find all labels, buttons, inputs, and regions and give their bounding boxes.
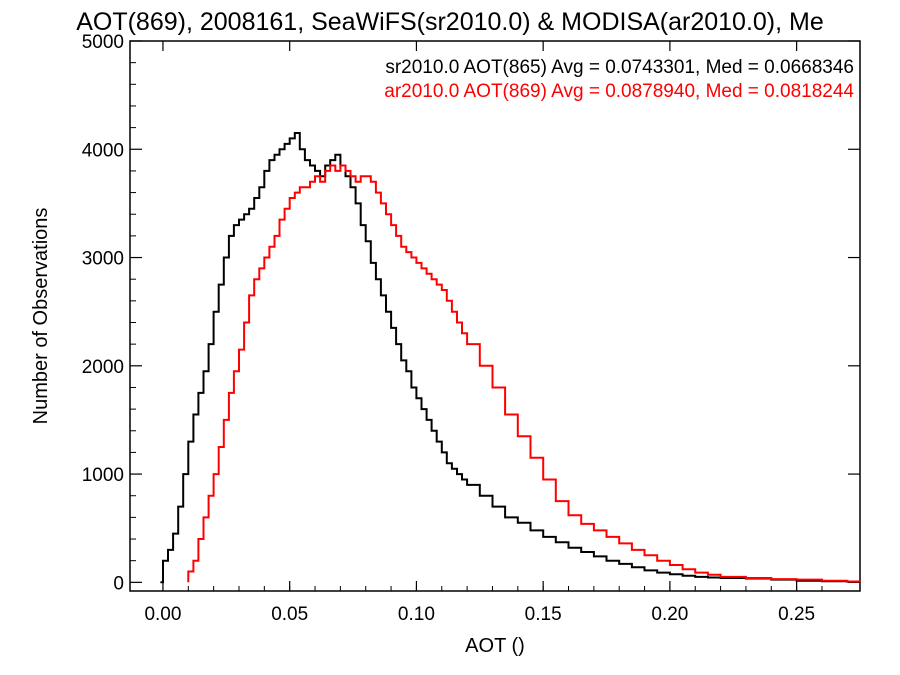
x-tick-label: 0.10	[398, 604, 435, 625]
y-axis: 0 1000 2000 3000 4000 5000	[82, 32, 860, 594]
y-axis-label: Number of Observations	[30, 208, 52, 425]
x-tick-label: 0.15	[525, 604, 562, 625]
legend-entry-2: ar2010.0 AOT(869) Avg = 0.0878940, Med =…	[384, 81, 854, 102]
series-line-1	[160, 132, 861, 584]
legend-entry-1: sr2010.0 AOT(865) Avg = 0.0743301, Med =…	[385, 57, 854, 78]
y-tick-label: 5000	[82, 32, 124, 53]
x-tick-label: 0.00	[144, 604, 181, 625]
plot-area	[129, 40, 861, 592]
y-tick-label: 3000	[82, 249, 124, 270]
y-tick-label: 1000	[82, 465, 124, 486]
x-tick-label: 0.20	[651, 604, 688, 625]
x-tick-label: 0.25	[778, 604, 815, 625]
x-axis: 0.00 0.05 0.10 0.15 0.20 0.25	[144, 41, 823, 625]
y-tick-label: 2000	[82, 357, 124, 378]
series-line-2	[187, 164, 861, 583]
series-layer	[160, 132, 861, 584]
x-tick-label: 0.05	[271, 604, 308, 625]
y-tick-label: 4000	[82, 140, 124, 161]
y-tick-label: 0	[113, 573, 124, 594]
x-axis-label: AOT ()	[465, 635, 525, 657]
chart-title: AOT(869), 2008161, SeaWiFS(sr2010.0) & M…	[76, 8, 824, 36]
